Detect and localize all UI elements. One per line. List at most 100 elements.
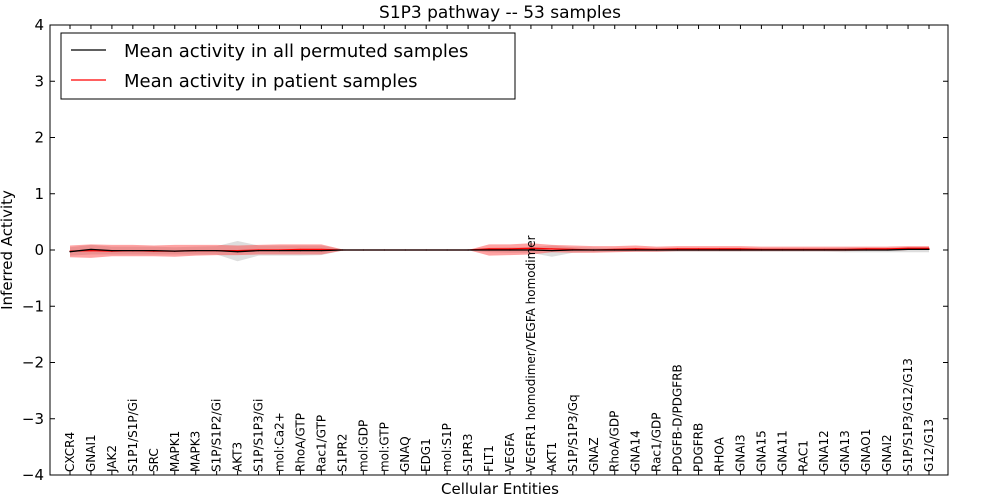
point-permuted <box>90 248 92 251</box>
category-label: mol:Ca2+ <box>273 412 287 472</box>
point-patient <box>928 247 930 249</box>
category-label: CXCR4 <box>63 432 77 472</box>
point-permuted <box>781 249 783 251</box>
point-permuted <box>195 249 197 252</box>
y-tick-label: −2 <box>22 354 44 372</box>
point-permuted <box>341 249 343 251</box>
point-permuted <box>132 249 134 252</box>
y-tick-label: 1 <box>34 185 44 203</box>
y-tick-label: 2 <box>34 129 44 147</box>
category-label: G12/G13 <box>922 419 936 472</box>
point-permuted <box>844 249 846 251</box>
category-label: FLT1 <box>482 445 496 472</box>
point-permuted <box>676 249 679 251</box>
point-permuted <box>278 249 281 252</box>
category-label: Rac1/GTP <box>314 415 328 472</box>
point-permuted <box>739 249 742 251</box>
legend-box <box>60 32 516 100</box>
point-permuted <box>425 249 427 251</box>
category-label: MAPK3 <box>189 431 203 472</box>
category-label: SRC <box>147 448 161 472</box>
point-permuted <box>635 249 637 251</box>
point-permuted <box>572 249 574 251</box>
category-label: GNA15 <box>754 430 768 472</box>
category-label: GNAQ <box>398 436 412 472</box>
point-permuted <box>446 249 448 251</box>
category-label: mol:GTP <box>377 422 391 472</box>
point-permuted <box>823 249 825 251</box>
category-label: RHOA <box>712 436 726 472</box>
y-tick-label: −3 <box>22 410 44 428</box>
point-permuted <box>237 251 239 253</box>
legend: Mean activity in all permuted samples Me… <box>60 32 516 100</box>
point-patient <box>551 248 553 250</box>
point-permuted <box>656 249 658 251</box>
point-patient <box>676 248 679 250</box>
point-patient <box>907 247 909 249</box>
category-label: PDGFRB <box>692 423 706 472</box>
point-permuted <box>69 251 71 253</box>
point-permuted <box>802 249 804 251</box>
point-permuted <box>614 249 616 251</box>
category-label: GNAI3 <box>733 434 747 472</box>
category-label: GNA11 <box>775 430 789 472</box>
category-label: GNA12 <box>817 430 831 472</box>
y-tick-label: −4 <box>22 466 44 484</box>
legend-label-patient: Mean activity in patient samples <box>124 71 418 92</box>
category-label: S1P1/S1P/Gi <box>126 399 140 472</box>
point-patient <box>237 249 239 252</box>
point-patient <box>488 248 490 250</box>
category-label: VEGFR1 homodimer/VEGFA homodimer <box>524 235 538 472</box>
category-label: AKT3 <box>231 442 245 472</box>
point-patient <box>635 248 637 250</box>
category-label: PDGFB-D/PDGFRB <box>671 364 685 472</box>
point-permuted <box>530 249 532 251</box>
category-label: mol:S1P <box>440 423 454 472</box>
y-tick-label: 0 <box>34 241 44 259</box>
category-label: RhoA/GDP <box>608 411 622 472</box>
point-permuted <box>593 249 595 251</box>
category-label: S1P/S1P2/Gi <box>210 399 224 472</box>
point-patient <box>697 248 700 250</box>
category-label: Rac1/GDP <box>650 413 664 472</box>
category-label: GNAI1 <box>84 434 98 472</box>
category-labels: CXCR4 GNAI1 JAK2 S1P1/S1P/Gi SRC MAPK1 MAPK3 S1… <box>63 235 936 473</box>
point-permuted <box>718 249 721 251</box>
point-permuted <box>383 249 385 251</box>
category-label: VEGFA <box>503 432 517 472</box>
category-label: GNA13 <box>838 430 852 472</box>
point-permuted <box>551 249 553 252</box>
point-permuted <box>216 249 218 252</box>
point-patient <box>509 248 511 250</box>
chart-title: S1P3 pathway -- 53 samples <box>379 3 621 23</box>
category-label: JAK2 <box>105 445 119 473</box>
point-permuted <box>299 249 302 252</box>
point-permuted <box>111 249 113 252</box>
line-permuted <box>69 248 929 253</box>
x-axis-title: Cellular Entities <box>441 480 559 498</box>
y-tick-label: 3 <box>34 72 44 90</box>
category-label: RAC1 <box>796 440 810 472</box>
point-permuted <box>320 249 323 252</box>
point-permuted <box>928 248 930 251</box>
point-patient <box>886 248 888 250</box>
point-permuted <box>404 249 406 251</box>
point-permuted <box>257 249 260 252</box>
category-label: S1PR2 <box>335 434 349 472</box>
category-label: GNAZ <box>587 437 601 472</box>
category-label: EDG1 <box>419 438 433 472</box>
point-permuted <box>865 249 867 251</box>
y-axis-title: Inferred Activity <box>0 190 16 310</box>
point-patient <box>718 248 721 250</box>
category-label: S1P/S1P3/Gq <box>566 394 580 472</box>
category-label: GNAI2 <box>880 434 894 472</box>
point-permuted <box>907 248 909 251</box>
point-patient <box>530 247 532 249</box>
category-label: MAPK1 <box>168 431 182 472</box>
point-patient <box>320 248 323 251</box>
category-label: mol:GDP <box>356 420 370 472</box>
point-permuted <box>509 249 511 251</box>
category-label: RhoA/GTP <box>293 413 307 472</box>
category-label: GNA14 <box>629 430 643 472</box>
